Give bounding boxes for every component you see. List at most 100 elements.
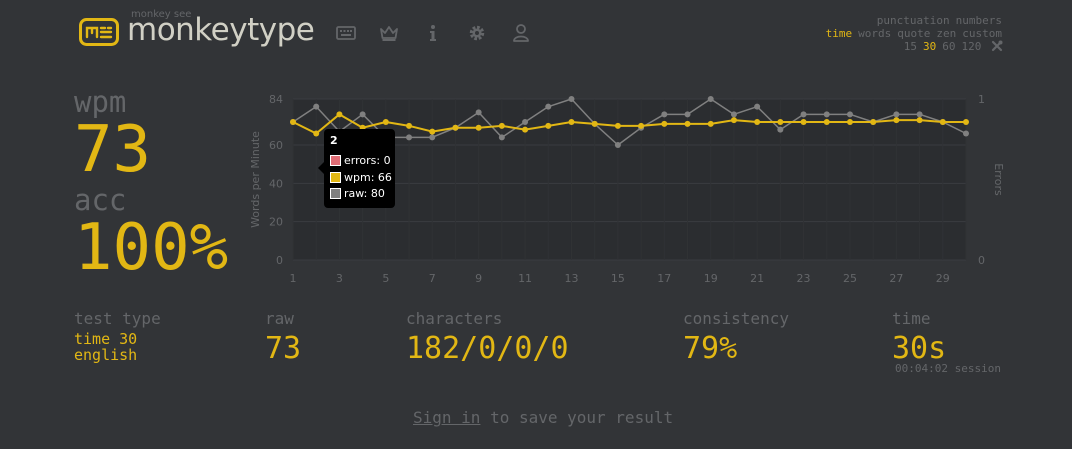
wpm-point: [476, 125, 482, 131]
raw-point: [824, 111, 830, 117]
wpm-point: [708, 121, 714, 127]
x-tick-label: 15: [611, 272, 625, 285]
config-mode-time[interactable]: time: [826, 27, 853, 40]
x-tick-label: 21: [750, 272, 764, 285]
raw-point: [731, 111, 737, 117]
characters-label: characters: [406, 311, 502, 327]
raw-point: [847, 111, 853, 117]
wpm-point: [893, 117, 899, 123]
wpm-point: [336, 111, 342, 117]
raw-label: raw: [265, 311, 294, 327]
config-time-30[interactable]: 30: [923, 40, 936, 53]
test-type-label: test type: [74, 311, 161, 327]
x-tick-label: 19: [704, 272, 718, 285]
wpm-point: [429, 129, 435, 135]
config-mode-words[interactable]: words: [858, 27, 891, 40]
x-tick-label: 3: [336, 272, 343, 285]
user-icon[interactable]: [510, 22, 532, 44]
tooltip-errors: errors: 0: [344, 154, 391, 167]
raw-point: [429, 134, 435, 140]
tooltip-wpm-swatch: [330, 172, 341, 183]
acc-value: 100%: [74, 216, 228, 280]
wpm-point: [499, 123, 505, 129]
wpm-point: [963, 119, 969, 125]
consistency-value: 79%: [683, 334, 737, 364]
raw-point: [406, 134, 412, 140]
raw-point: [499, 134, 505, 140]
keyboard-icon[interactable]: [335, 22, 357, 44]
raw-point: [661, 111, 667, 117]
x-tick-label: 1: [290, 272, 297, 285]
config-mode-custom[interactable]: custom: [962, 27, 1002, 40]
wpm-point: [940, 119, 946, 125]
tooltip-wpm: wpm: 66: [344, 171, 392, 184]
config-row-modifiers: punctuation numbers: [871, 14, 1002, 27]
config-row-duration: 15 30 60 120: [898, 40, 1003, 53]
consistency-label: consistency: [683, 311, 789, 327]
y-tick-label: 20: [269, 216, 283, 229]
raw-point: [963, 131, 969, 137]
wpm-point: [615, 123, 621, 129]
config-punctuation[interactable]: punctuation: [877, 14, 950, 27]
x-tick-label: 5: [382, 272, 389, 285]
raw-value: 73: [265, 334, 301, 364]
signin-link[interactable]: Sign in: [413, 408, 480, 427]
wpm-point: [568, 119, 574, 125]
wpm-point: [383, 119, 389, 125]
wpm-point: [313, 131, 319, 137]
time-label: time: [892, 311, 931, 327]
config-numbers[interactable]: numbers: [956, 14, 1002, 27]
raw-point: [545, 104, 551, 110]
test-type-language: english: [74, 347, 137, 363]
tools-icon[interactable]: [991, 40, 1003, 52]
signin-rest: to save your result: [480, 408, 673, 427]
config-time-120[interactable]: 120: [962, 40, 982, 53]
raw-point: [917, 111, 923, 117]
config-time-60[interactable]: 60: [942, 40, 955, 53]
y2-tick-label: 1: [978, 93, 985, 106]
x-tick-label: 7: [429, 272, 436, 285]
monkeytype-logo-icon[interactable]: [79, 18, 119, 46]
raw-point: [360, 111, 366, 117]
y-tick-label: 84: [269, 93, 283, 106]
info-icon[interactable]: [422, 22, 444, 44]
wpm-point: [545, 123, 551, 129]
wpm-point: [847, 119, 853, 125]
y-tick-label: 40: [269, 177, 283, 190]
crown-icon[interactable]: [378, 22, 400, 44]
brand-title[interactable]: monkeytype: [127, 12, 314, 48]
time-value: 30s: [892, 334, 946, 364]
y-axis-title: Words per Minute: [249, 131, 262, 228]
wpm-point: [522, 127, 528, 133]
wpm-point: [824, 119, 830, 125]
wpm-point: [406, 123, 412, 129]
wpm-point: [685, 121, 691, 127]
raw-point: [685, 111, 691, 117]
y-tick-label: 60: [269, 139, 283, 152]
raw-point: [568, 96, 574, 102]
y2-axis-title: Errors: [992, 163, 1005, 196]
tooltip-raw-swatch: [330, 188, 341, 199]
wpm-point: [731, 117, 737, 123]
raw-point: [801, 111, 807, 117]
gear-icon[interactable]: [466, 22, 488, 44]
characters-value: 182/0/0/0: [406, 334, 569, 364]
x-tick-label: 27: [889, 272, 903, 285]
config-time-15[interactable]: 15: [904, 40, 917, 53]
x-tick-label: 29: [936, 272, 950, 285]
x-tick-label: 11: [518, 272, 532, 285]
wpm-point: [870, 119, 876, 125]
config-mode-zen[interactable]: zen: [936, 27, 956, 40]
y2-tick-label: 0: [978, 254, 985, 267]
wpm-point: [661, 121, 667, 127]
x-tick-label: 23: [797, 272, 811, 285]
wpm-point: [592, 121, 598, 127]
raw-point: [893, 111, 899, 117]
config-row-mode: time words quote zen custom: [820, 27, 1002, 40]
raw-point: [615, 142, 621, 148]
wpm-value: 73: [74, 118, 151, 182]
config-mode-quote[interactable]: quote: [897, 27, 930, 40]
wpm-point: [290, 119, 296, 125]
wpm-point: [638, 123, 644, 129]
x-tick-label: 13: [564, 272, 578, 285]
